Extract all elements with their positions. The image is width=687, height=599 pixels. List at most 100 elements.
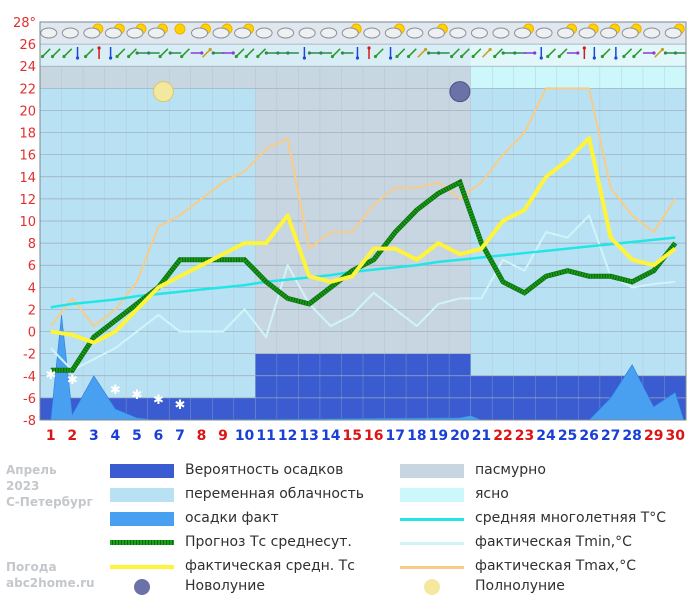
cloud-icon: [298, 27, 316, 39]
snowflake-icon: ✱: [45, 368, 56, 383]
x-tick-label: 2: [67, 428, 77, 444]
series-normal: [50, 236, 676, 309]
wind-arrow-head: [302, 56, 306, 60]
series-tmin: [50, 214, 676, 372]
wind-arrow-head: [395, 54, 399, 59]
x-tick-label: 19: [429, 428, 448, 444]
wind-arrow-head: [109, 56, 113, 60]
x-tick-label: 28: [622, 428, 641, 444]
wind-arrow-head: [614, 56, 618, 60]
legend-swatch: [400, 518, 464, 521]
wind-arrow-head: [652, 51, 656, 55]
wind-arrow-head: [256, 54, 260, 59]
wind-arrow-head: [168, 51, 172, 55]
cloud-icon: [147, 27, 165, 39]
wind-arrow-head: [460, 54, 464, 59]
cloudy-weather-icon: [61, 27, 79, 39]
cloudy-weather-icon: [492, 27, 510, 39]
x-tick-label: 5: [132, 428, 142, 444]
cloud-icon: [535, 27, 553, 39]
wind-arrow-head: [600, 54, 604, 59]
wind-arrow-head: [330, 54, 335, 59]
wind-arrow-head: [367, 46, 371, 50]
cloud-icon: [40, 27, 58, 39]
legend-swatch: [400, 464, 464, 478]
legend-swatch: [110, 565, 174, 569]
cloud-icon: [578, 27, 596, 39]
legend-swatch: [400, 542, 464, 545]
cloudy-weather-icon: [535, 27, 553, 39]
sun-icon: [174, 23, 186, 35]
partly-weather-icon: [212, 23, 233, 39]
legend-label: осадки факт: [185, 510, 279, 526]
x-tick-label: 16: [364, 428, 383, 444]
cloud-icon: [104, 27, 122, 39]
wind-arrow-head: [75, 56, 80, 60]
wind-arrow-head: [388, 56, 393, 60]
x-tick-label: 24: [536, 428, 556, 444]
wind-arrow-head: [234, 54, 238, 59]
wind-arrow-head: [576, 51, 580, 55]
x-tick-label: 15: [342, 428, 361, 444]
y-tick-label: 20: [19, 104, 36, 119]
snowflake-icon: ✱: [175, 398, 186, 413]
site-url: abc2home.ru: [6, 576, 95, 590]
x-tick-label: 21: [472, 428, 491, 444]
partly-weather-icon: [514, 23, 534, 39]
cloud-icon: [427, 27, 445, 39]
wind-arrow-head: [493, 54, 497, 59]
wind-arrow-head: [437, 51, 441, 55]
cloud-icon: [470, 27, 488, 39]
wind-arrow-head: [147, 51, 151, 55]
wind-arrow-head: [62, 54, 66, 59]
partly-weather-icon: [621, 23, 642, 39]
cloud-icon: [557, 27, 575, 39]
cloud-icon: [126, 27, 144, 39]
legend-swatch: [110, 488, 174, 502]
legend-label: пасмурно: [475, 462, 546, 478]
wind-arrow-head: [264, 51, 268, 55]
partly-weather-icon: [83, 23, 104, 39]
y-tick-label: 8: [28, 237, 36, 252]
wind-arrow-head: [276, 51, 280, 55]
partly-weather-icon: [341, 23, 362, 39]
snowflake-icon: ✱: [67, 373, 78, 388]
cloudy-weather-icon: [298, 27, 316, 39]
cloudy-weather-icon: [449, 27, 467, 39]
cloud-icon: [600, 27, 618, 39]
partly-weather-icon: [126, 23, 147, 39]
cloud-icon: [83, 27, 101, 39]
y-tick-label: -2: [23, 348, 36, 363]
new-moon-icon: [134, 579, 150, 595]
wind-arrow-head: [97, 46, 101, 50]
series-actual_avg: [50, 136, 677, 345]
wind-arrow-head: [488, 47, 492, 52]
partly-weather-icon: [384, 23, 405, 39]
x-tick-label: 4: [110, 428, 120, 444]
cloud-icon: [191, 27, 208, 39]
cloudy-weather-icon: [40, 27, 58, 39]
wind-arrow-head: [663, 51, 668, 55]
y-tick-label: -8: [23, 414, 36, 429]
wind-arrow-head: [40, 54, 45, 59]
legend-swatch: [110, 540, 174, 545]
x-tick-label: 12: [278, 428, 297, 444]
legend-label: фактическая средн. Тс: [185, 558, 355, 574]
x-tick-label: 9: [218, 428, 228, 444]
y-tick-label: 12: [19, 193, 36, 208]
cloud-icon: [341, 27, 359, 39]
x-tick-label: 29: [644, 428, 663, 444]
wind-arrow-head: [582, 46, 586, 50]
cloudy-weather-icon: [406, 27, 424, 39]
legend-label: Новолуние: [185, 578, 266, 594]
x-tick-label: 25: [558, 428, 577, 444]
wind-arrow-head: [622, 54, 626, 59]
wind-arrow-head: [211, 51, 215, 55]
cloud-icon: [320, 27, 338, 39]
cloud-icon: [212, 27, 230, 39]
legend-label: переменная облачность: [185, 486, 365, 502]
cloud-icon: [384, 27, 402, 39]
legend-label: средняя многолетняя T°C: [475, 510, 667, 526]
series-tmax: [49, 87, 677, 328]
y-tick-label: 22: [19, 82, 36, 97]
